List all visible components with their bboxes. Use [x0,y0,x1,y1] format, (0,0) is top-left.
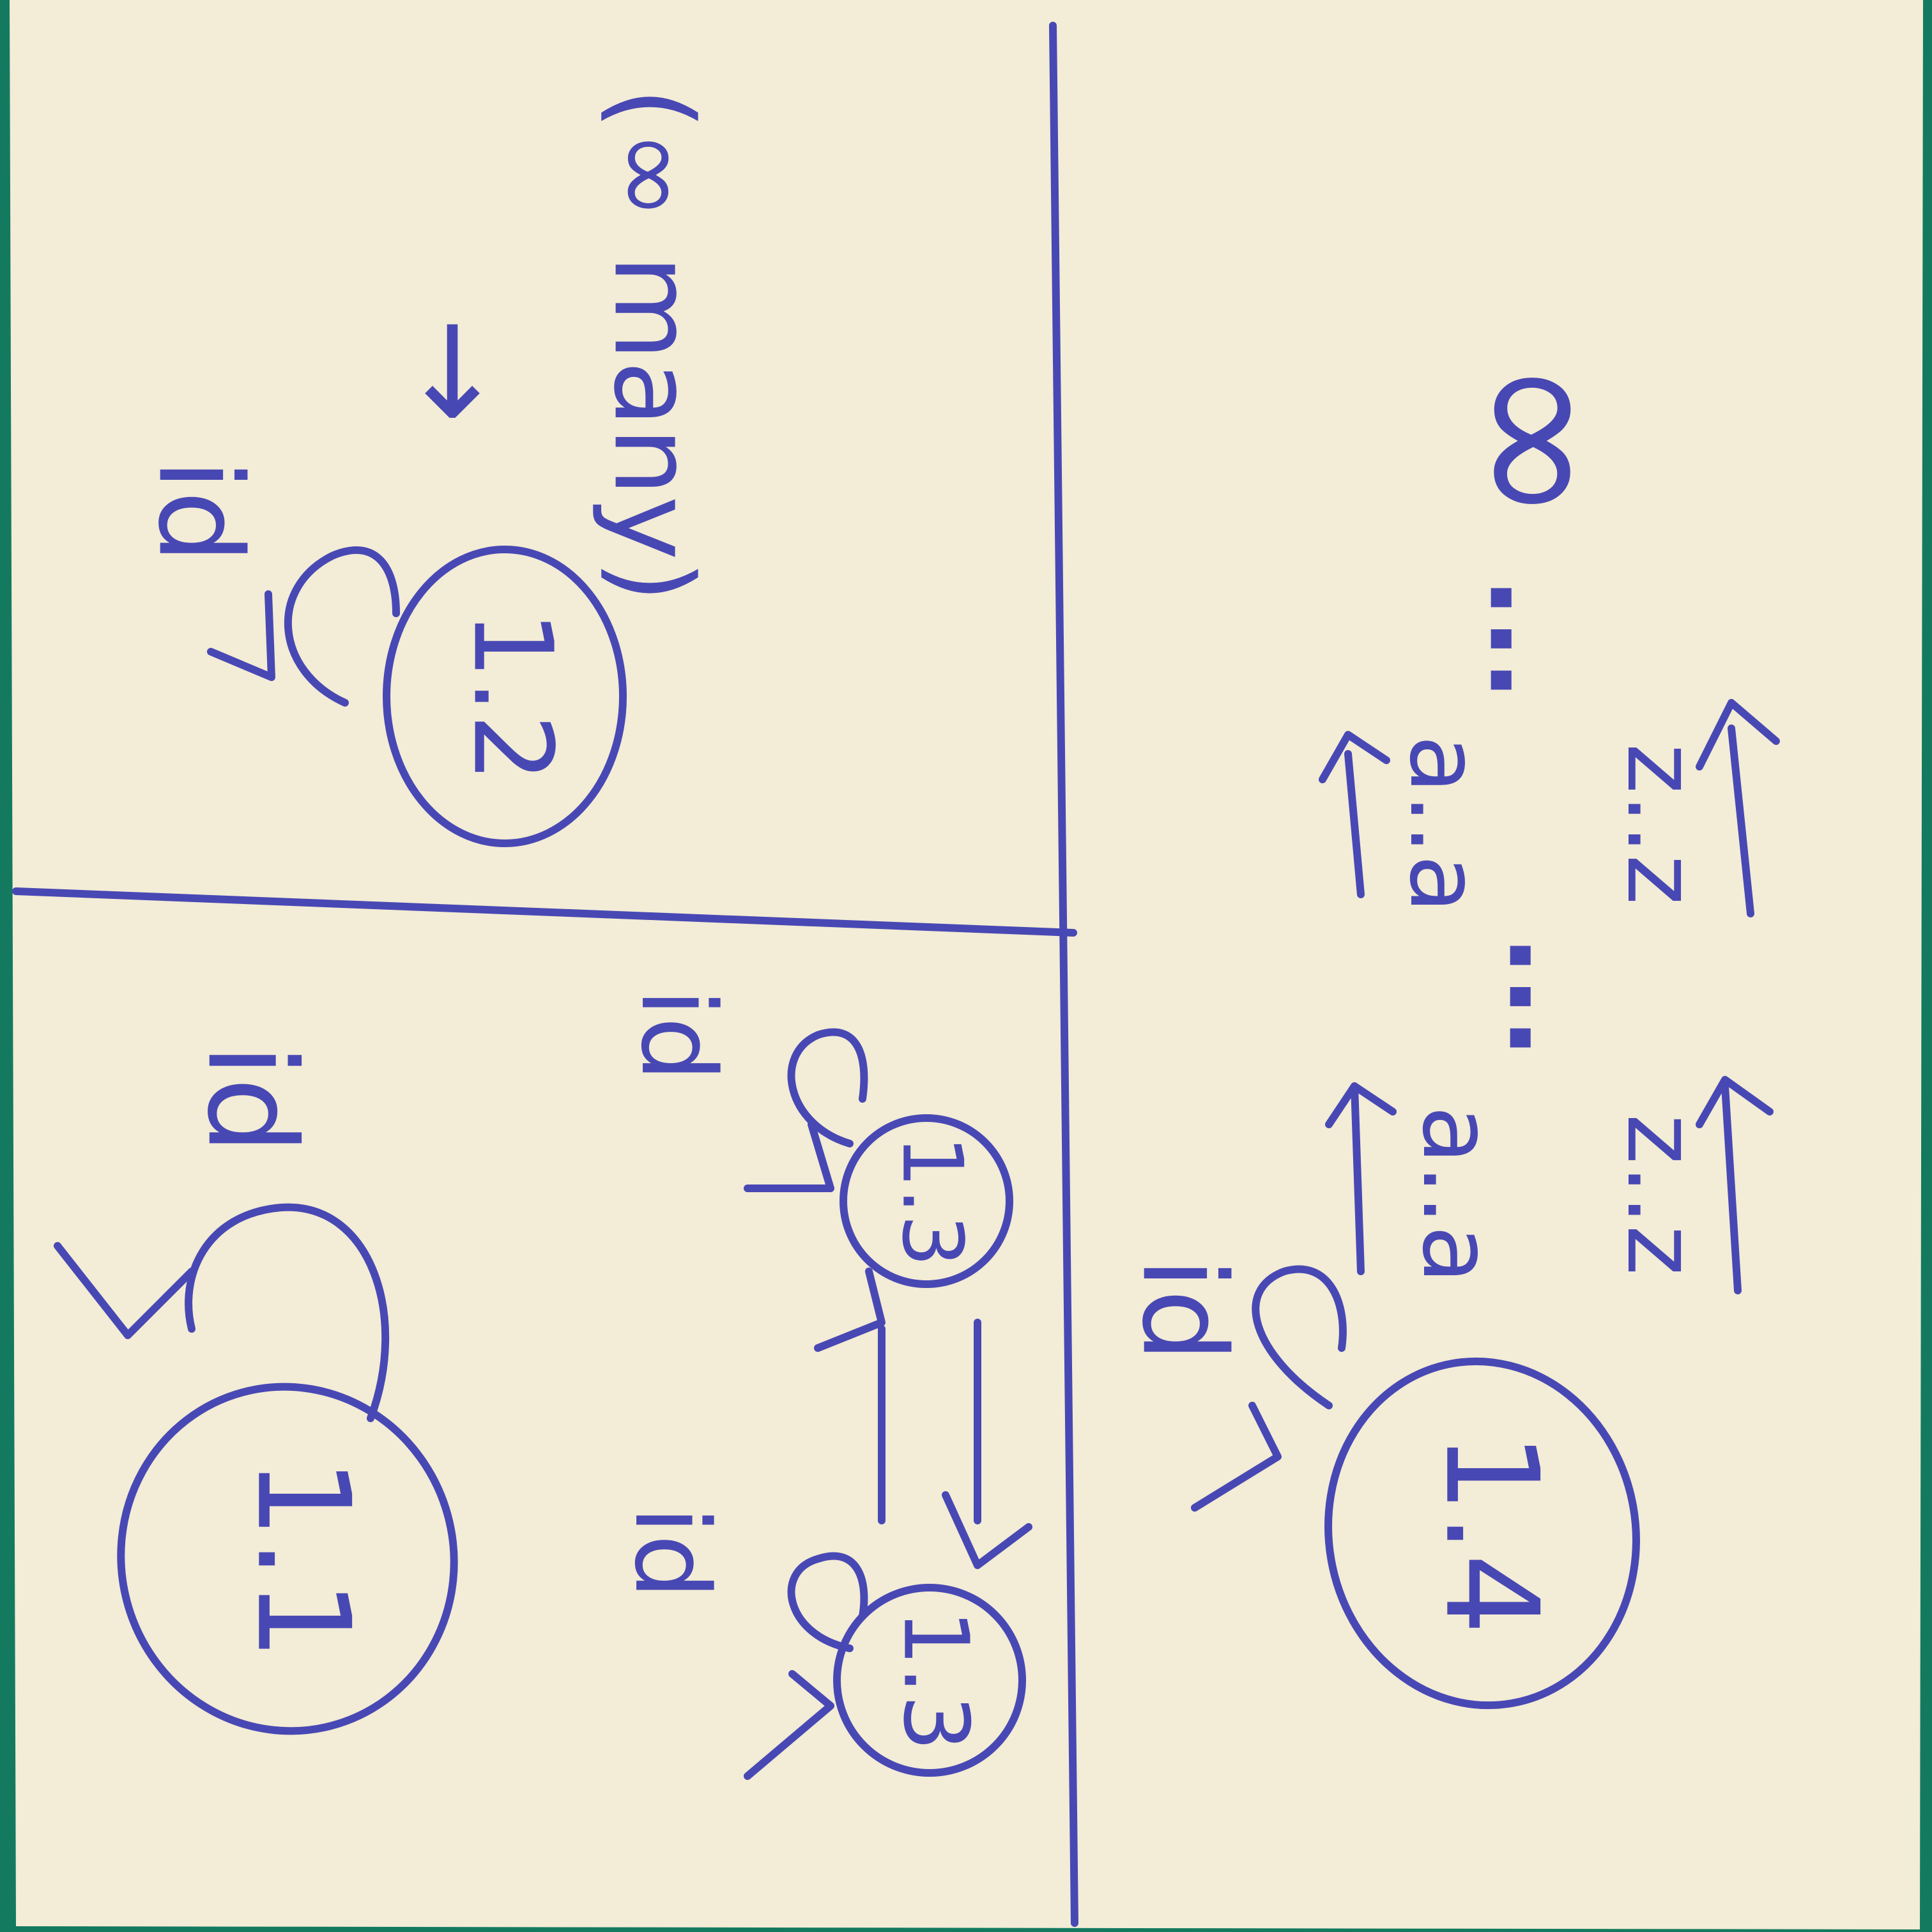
arrow-1-label-bottom: z..z [1606,744,1717,905]
arrow-2-label-bottom: z..z [1606,1114,1717,1276]
multi-transition-2-head-b [1696,1076,1774,1128]
transition-arrowhead-down [814,1268,885,1352]
multi-transition-1-line-a [1344,750,1365,898]
quadrant-bottom-left: id 1.1 [54,1043,458,1735]
infinite-note: (∞ many) [590,88,716,602]
horizontal-divider [12,887,1077,937]
state-node-1-3-a [839,1114,1013,1288]
node-label-1-3-a: 1.3 [884,1135,981,1268]
multi-transition-2-head-a [1325,1082,1397,1128]
self-loop-arrowhead-1-3-b [744,1670,834,1780]
ink-drawing: id 1.2 → (∞ many) id 1.1 [12,22,1780,1927]
multi-transition-1-head-b [1696,699,1780,770]
node-label-1-3-b: 1.3 [883,1609,987,1752]
multi-transition-2-line-a [1351,1082,1365,1275]
multi-transition-2-line-b [1721,1082,1742,1294]
vertical-divider [1049,22,1078,1927]
loop-label-1-1: id [181,1043,322,1154]
self-loop-arrowhead-1-2 [207,590,275,681]
self-loop-1-4 [1252,1265,1347,1409]
self-loop-arrowhead-1-4 [1191,1402,1282,1512]
self-loop-1-2 [284,546,400,707]
arrow-1-label-top: a..a [1388,735,1499,913]
loop-label-1-2: id [133,459,266,564]
state-node-1-1 [117,1383,458,1735]
multi-transition-1-line-b [1728,724,1754,917]
state-node-1-2 [383,546,627,847]
state-node-1-4 [1324,1357,1640,1710]
self-loop-arrowhead-1-3-a [744,1121,834,1192]
paper-note [10,0,1923,1929]
quadrant-bottom-middle: id id 1.3 1.3 [612,988,1032,1780]
state-node-1-3-b [833,1584,1026,1777]
node-label-1-1: 1.1 [228,1457,377,1660]
node-label-1-2: 1.2 [449,610,576,783]
quadrant-top-left: id 1.2 → (∞ many) [133,88,716,847]
node-label-1-4: 1.4 [1416,1432,1565,1635]
transition-arrowhead-up [942,1491,1032,1569]
loop-label-1-3-a: id [618,988,738,1082]
loop-label-1-3-b: id [612,1506,732,1599]
arrow-2-label-top: a..a [1401,1105,1512,1284]
infinity-symbol: ∞ [1423,356,1660,526]
self-loop-1-3-a [787,1028,868,1147]
self-loop-arrowhead-1-1 [54,1242,195,1339]
quadrant-bottom-right: id 1.4 a..a z..z ... [1117,356,1780,1710]
loop-label-1-4: id [1117,1257,1250,1362]
self-loop-1-3-b [787,1552,868,1652]
multi-transition-1-head-a [1319,731,1390,783]
ellipsis-1: ... [1465,577,1591,701]
ellipsis-2: ... [1484,935,1611,1059]
arrow-symbol: → [381,317,530,424]
